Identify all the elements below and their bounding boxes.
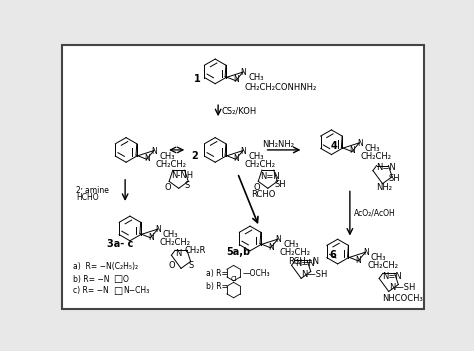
Text: NH₂NH₂: NH₂NH₂ <box>262 140 294 149</box>
Text: 3a- c: 3a- c <box>107 239 134 249</box>
Text: N: N <box>233 154 239 163</box>
Text: NH₂: NH₂ <box>376 183 392 192</box>
Text: 4: 4 <box>331 141 338 151</box>
Text: SH: SH <box>389 174 401 183</box>
Text: CH₃: CH₃ <box>283 240 299 249</box>
Text: RCH=N: RCH=N <box>288 257 319 266</box>
Text: NHCOCH₃: NHCOCH₃ <box>383 294 423 303</box>
Text: N: N <box>268 243 274 252</box>
Text: 6: 6 <box>329 250 336 260</box>
Text: S: S <box>189 261 194 270</box>
Text: N: N <box>175 249 181 258</box>
Text: c) R= −N: c) R= −N <box>73 286 109 295</box>
Text: CH₃: CH₃ <box>159 152 174 161</box>
Text: N: N <box>275 236 281 244</box>
Text: N: N <box>349 146 355 155</box>
Text: N=N: N=N <box>376 163 396 172</box>
Text: O: O <box>169 261 175 270</box>
Text: N—SH: N—SH <box>301 270 328 279</box>
Text: b) R= −N: b) R= −N <box>73 275 109 284</box>
Text: □: □ <box>113 274 123 284</box>
Text: Cl: Cl <box>230 276 237 282</box>
Text: CH₂R: CH₂R <box>185 246 206 255</box>
Text: CH₂CH₂: CH₂CH₂ <box>159 238 191 247</box>
Text: O: O <box>165 183 172 192</box>
Text: N=N: N=N <box>383 272 402 281</box>
Text: a) R=: a) R= <box>207 269 228 278</box>
Text: —OCH₃: —OCH₃ <box>243 269 271 278</box>
Text: CH₃: CH₃ <box>248 152 264 161</box>
Text: RCHO: RCHO <box>251 190 276 199</box>
Text: 2ʳ amine: 2ʳ amine <box>76 186 109 195</box>
Text: N-NH: N-NH <box>171 171 193 180</box>
Text: CH₃: CH₃ <box>365 144 380 153</box>
Text: CH₂CH₂: CH₂CH₂ <box>245 160 275 169</box>
Text: N: N <box>240 147 246 156</box>
Text: N: N <box>240 68 246 77</box>
Text: HCHO: HCHO <box>76 193 99 202</box>
Text: CH₂CH₂: CH₂CH₂ <box>280 249 310 257</box>
Text: N: N <box>357 139 363 148</box>
Text: N=N: N=N <box>260 172 280 181</box>
Text: 1: 1 <box>194 74 201 84</box>
Text: N=N: N=N <box>295 259 315 268</box>
Text: O: O <box>123 275 128 284</box>
Text: N: N <box>363 249 369 258</box>
Text: N: N <box>155 225 161 234</box>
Text: N: N <box>356 256 362 265</box>
Text: SH: SH <box>274 180 286 189</box>
Text: CH₂CH₂: CH₂CH₂ <box>361 152 392 161</box>
Text: O: O <box>254 183 261 192</box>
Text: CH₂CH₂: CH₂CH₂ <box>367 261 398 270</box>
Text: a)  R= −N(C₂H₅)₂: a) R= −N(C₂H₅)₂ <box>73 263 138 271</box>
Text: 5a,b: 5a,b <box>226 247 250 257</box>
Text: CH₃: CH₃ <box>371 253 386 262</box>
Text: N: N <box>144 154 150 163</box>
Text: □: □ <box>113 286 123 296</box>
Text: b) R=: b) R= <box>207 283 228 291</box>
Text: CH₂CH₂: CH₂CH₂ <box>155 160 186 169</box>
Text: N: N <box>148 232 154 241</box>
Text: AcO₂/AcOH: AcO₂/AcOH <box>354 208 395 218</box>
Text: CH₃: CH₃ <box>248 73 264 82</box>
Text: N—SH: N—SH <box>389 283 415 292</box>
Text: CH₂CH₂CONHNH₂: CH₂CH₂CONHNH₂ <box>245 83 317 92</box>
Text: S: S <box>185 181 190 190</box>
Text: N: N <box>233 75 239 85</box>
Text: CH₃: CH₃ <box>163 230 178 239</box>
Text: CS₂/KOH: CS₂/KOH <box>222 107 257 116</box>
Text: 2: 2 <box>191 151 198 161</box>
Text: N: N <box>151 147 157 156</box>
Text: N−CH₃: N−CH₃ <box>123 286 149 295</box>
